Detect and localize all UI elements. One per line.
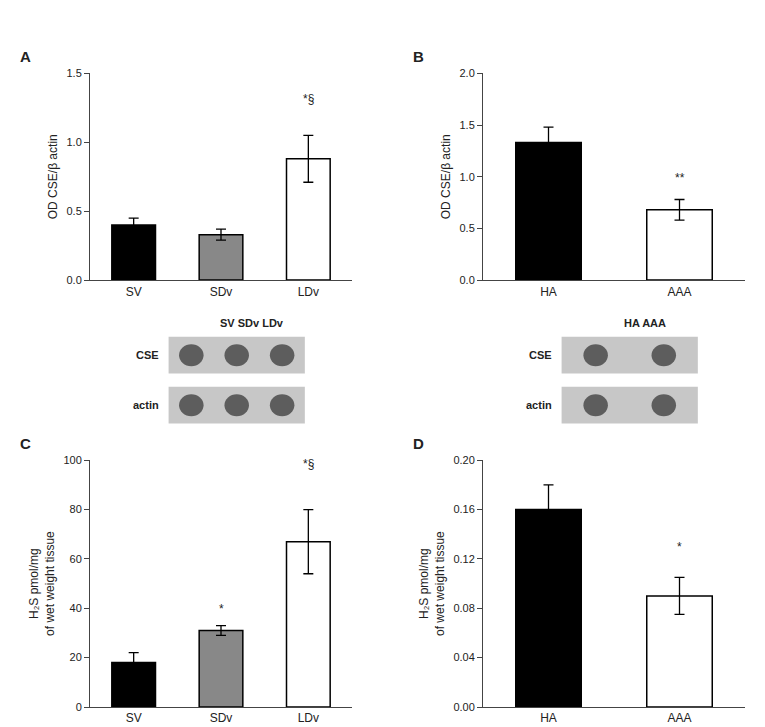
svg-text:LDv: LDv (298, 711, 319, 725)
svg-text:*: * (219, 602, 224, 616)
svg-text:HA: HA (540, 285, 557, 299)
svg-text:H₂S pmol/mgof wet weight tissu: H₂S pmol/mgof wet weight tissue (417, 531, 447, 636)
svg-text:B: B (413, 48, 424, 65)
svg-text:1.0: 1.0 (67, 136, 82, 148)
svg-text:0.04: 0.04 (453, 651, 474, 663)
svg-text:AAA: AAA (667, 285, 691, 299)
svg-text:*§: *§ (303, 457, 314, 471)
svg-text:80: 80 (70, 503, 82, 515)
svg-text:SDv: SDv (210, 285, 233, 299)
svg-text:HA AAA: HA AAA (624, 317, 666, 329)
svg-text:CSE: CSE (529, 349, 552, 361)
svg-text:0.0: 0.0 (67, 274, 82, 286)
svg-text:D: D (413, 435, 424, 452)
svg-text:0: 0 (76, 701, 82, 713)
svg-text:SDv: SDv (210, 711, 233, 725)
svg-text:0.00: 0.00 (453, 701, 474, 713)
svg-text:*§: *§ (303, 92, 314, 106)
svg-text:40: 40 (70, 602, 82, 614)
svg-text:0.16: 0.16 (453, 503, 474, 515)
svg-text:C: C (20, 435, 31, 452)
svg-text:HA: HA (540, 711, 557, 725)
svg-text:20: 20 (70, 651, 82, 663)
svg-text:1.0: 1.0 (460, 171, 475, 183)
svg-text:SV: SV (126, 285, 142, 299)
svg-text:actin: actin (526, 399, 552, 411)
svg-text:LDv: LDv (298, 285, 319, 299)
svg-text:OD CSE/β actin: OD CSE/β actin (439, 134, 453, 219)
svg-text:**: ** (675, 171, 685, 185)
svg-text:0.12: 0.12 (453, 553, 474, 565)
svg-text:1.5: 1.5 (67, 67, 82, 79)
svg-text:2.0: 2.0 (460, 67, 475, 79)
svg-text:H₂S pmol/mgof wet weight tissu: H₂S pmol/mgof wet weight tissue (27, 531, 57, 636)
svg-text:*: * (677, 540, 682, 554)
svg-text:0.5: 0.5 (67, 205, 82, 217)
svg-text:SV: SV (126, 711, 142, 725)
svg-text:0.0: 0.0 (460, 274, 475, 286)
svg-text:0.08: 0.08 (453, 602, 474, 614)
svg-text:actin: actin (133, 399, 159, 411)
svg-text:OD CSE/β actin: OD CSE/β actin (46, 134, 60, 219)
svg-text:60: 60 (70, 553, 82, 565)
svg-text:AAA: AAA (667, 711, 691, 725)
svg-text:1.5: 1.5 (460, 119, 475, 131)
svg-text:100: 100 (63, 454, 81, 466)
svg-text:A: A (20, 48, 31, 65)
svg-text:0.5: 0.5 (460, 222, 475, 234)
svg-text:SV SDv LDv: SV SDv LDv (220, 317, 284, 329)
svg-text:0.20: 0.20 (453, 454, 474, 466)
svg-text:CSE: CSE (136, 349, 159, 361)
